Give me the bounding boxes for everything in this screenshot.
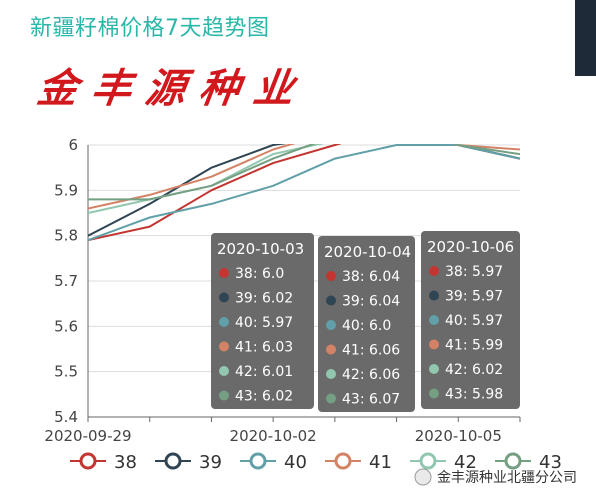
tooltip-row: 42: 6.01 [235,364,293,380]
legend-item-39[interactable]: 39 [155,452,222,473]
chart-title: 新疆籽棉价格7天趋势图 [30,16,270,41]
legend-label: 40 [284,452,307,473]
tooltips: 2020-10-03 38: 6.0 39: 6.02 40: 5.97 41: 6.0… [211,231,520,412]
y-tick-label: 5.4 [54,408,78,426]
legend-marker [79,452,97,470]
legend-marker [419,452,437,470]
wechat-icon [414,468,432,486]
series-line-41[interactable] [88,118,520,210]
tooltip-marker [429,364,439,374]
tooltip-row: 43: 5.98 [445,387,503,403]
tooltip-row: 40: 5.97 [235,315,293,331]
tooltip-row: 38: 6.04 [342,269,400,285]
y-tick-label: 5.6 [54,317,78,335]
tooltip-marker [326,344,336,355]
tooltip: 2020-10-04 38: 6.04 39: 6.04 40: 6.0 41: 6.0… [318,236,415,412]
legend-marker [334,452,352,470]
series-lines [88,113,520,242]
legend-item-40[interactable]: 40 [240,452,307,473]
tooltip-row: 42: 6.06 [342,367,400,383]
tooltip-marker [326,369,336,379]
watermark: 金丰源种业北疆分公司 [414,468,577,486]
tooltip: 2020-10-06 38: 5.97 39: 5.97 40: 5.97 41: 5.… [421,231,520,409]
series-line-40[interactable] [88,144,520,242]
tooltip-marker [326,320,336,330]
y-tick-label: 5.7 [54,272,78,290]
tooltip-row: 40: 6.0 [342,318,391,334]
tooltip-row: 43: 6.02 [235,389,293,405]
legend-item-43[interactable]: 43 [495,452,562,473]
x-tick-label: 2020-10-02 [230,427,317,445]
legend-item-38[interactable]: 38 [70,452,137,473]
tooltip-date: 2020-10-03 [217,240,304,258]
watermark-text: 金丰源种业北疆分公司 [437,470,577,486]
legend-marker [164,452,182,470]
legend-label: 39 [199,452,222,473]
legend-marker [504,452,522,470]
legend-item-41[interactable]: 41 [325,452,392,473]
tooltip-row: 39: 6.04 [342,294,400,310]
tooltip-row: 42: 6.02 [445,362,503,378]
tooltip-row: 38: 6.0 [235,266,284,282]
tooltip-marker [429,315,439,325]
tooltip-box [211,233,314,409]
y-tick-label: 5.9 [54,181,78,199]
series-line-39[interactable] [88,127,520,237]
tooltip-row: 43: 6.07 [342,392,400,408]
corner-decoration [575,0,596,76]
tooltip-marker [326,393,336,404]
tooltip-row: 41: 6.06 [342,343,400,359]
tooltip-row: 41: 5.99 [445,338,503,354]
y-tick-label: 5.5 [54,363,78,381]
series-line-38[interactable] [88,127,520,242]
tooltip-marker [429,290,439,301]
legend: 38 39 40 41 42 43 [70,452,562,473]
y-tick-label: 6 [68,136,78,154]
tooltip-row: 40: 5.97 [445,313,503,329]
tooltip-box [421,231,520,409]
tooltip-marker [429,339,439,350]
x-tick-label: 2020-10-05 [415,427,502,445]
tooltip-marker [219,341,229,352]
y-tick-label: 5.8 [54,227,78,245]
legend-label: 38 [114,452,137,473]
tooltip-marker [219,390,229,401]
tooltip-row: 41: 6.03 [235,340,293,356]
tooltip: 2020-10-03 38: 6.0 39: 6.02 40: 5.97 41: 6.0… [211,233,314,409]
x-tick-label: 2020-09-29 [44,427,131,445]
tooltip-marker [219,317,229,327]
legend-label: 41 [369,452,392,473]
legend-item-42[interactable]: 42 [410,452,477,473]
tooltip-row: 38: 5.97 [445,264,503,280]
tooltip-row: 39: 6.02 [235,291,293,307]
tooltip-marker [429,266,439,276]
tooltip-date: 2020-10-04 [324,243,411,261]
tooltip-marker [219,292,229,303]
series-line-43[interactable] [88,113,520,201]
tooltip-marker [219,366,229,376]
legend-label: 42 [454,452,477,473]
legend-label: 43 [539,452,562,473]
tooltip-marker [219,268,229,278]
tooltip-row: 39: 5.97 [445,289,503,305]
tooltip-marker [326,271,336,281]
tooltip-date: 2020-10-06 [427,238,514,256]
tooltip-box [318,236,415,412]
tooltip-marker [326,295,336,306]
legend-marker [249,452,267,470]
tooltip-marker [429,388,439,399]
